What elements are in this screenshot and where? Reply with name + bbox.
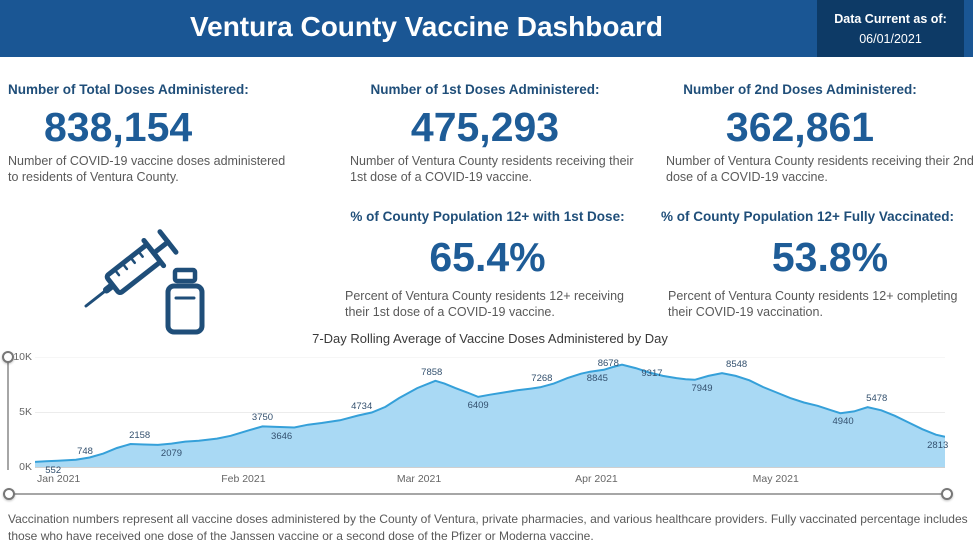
pct-first-dose-heading: % of County Population 12+ with 1st Dose… bbox=[350, 209, 625, 224]
data-current-date: 06/01/2021 bbox=[859, 31, 922, 46]
first-doses-heading: Number of 1st Doses Administered: bbox=[370, 82, 600, 97]
y-axis-tick-0k: 0K bbox=[19, 461, 32, 473]
header-bar: Ventura County Vaccine Dashboard Data Cu… bbox=[0, 0, 973, 57]
pct-first-dose-caption: Percent of Ventura County residents 12+ … bbox=[345, 289, 624, 320]
x-axis-tick-labels: Jan 2021 Feb 2021 Mar 2021 Apr 2021 May 2021 bbox=[35, 473, 945, 487]
total-doses-value: 838,154 bbox=[44, 104, 193, 150]
second-doses-heading: Number of 2nd Doses Administered: bbox=[683, 82, 917, 97]
total-doses-caption: Number of COVID-19 vaccine doses adminis… bbox=[8, 154, 286, 185]
x-axis-zoom-handle-right[interactable] bbox=[941, 488, 953, 500]
chart-title: 7-Day Rolling Average of Vaccine Doses A… bbox=[312, 331, 668, 346]
page-title: Ventura County Vaccine Dashboard bbox=[189, 11, 664, 42]
x-axis-tick: Apr 2021 bbox=[575, 473, 618, 485]
x-axis-tick: Feb 2021 bbox=[221, 473, 266, 485]
pct-fully-vaccinated-value: 53.8% bbox=[771, 234, 889, 280]
y-axis-tick-5k: 5K bbox=[19, 406, 32, 418]
pct-fully-vaccinated-heading: % of County Population 12+ Fully Vaccina… bbox=[661, 209, 954, 224]
pct-fully-vaccinated-caption: Percent of Ventura County residents 12+ … bbox=[668, 289, 958, 320]
x-axis-tick: Mar 2021 bbox=[396, 473, 442, 485]
x-axis-tick: May 2021 bbox=[752, 473, 799, 485]
y-axis-zoom-handle[interactable] bbox=[2, 351, 14, 363]
doses-trend-area-chart[interactable] bbox=[35, 357, 945, 468]
syringe-vial-icon bbox=[68, 208, 228, 340]
y-axis-zoom-slider[interactable] bbox=[7, 360, 9, 470]
pct-first-dose-value: 65.4% bbox=[429, 234, 546, 280]
data-current-badge: Data Current as of: 06/01/2021 bbox=[817, 0, 964, 57]
total-doses-heading: Number of Total Doses Administered: bbox=[8, 82, 249, 97]
footer-disclaimer: Vaccination numbers represent all vaccin… bbox=[8, 512, 968, 543]
x-axis-zoom-handle-left[interactable] bbox=[3, 488, 15, 500]
first-doses-value: 475,293 bbox=[410, 104, 560, 150]
second-doses-value: 362,861 bbox=[725, 104, 875, 150]
x-axis-zoom-slider[interactable] bbox=[12, 493, 946, 495]
data-current-label: Data Current as of: bbox=[834, 11, 947, 26]
second-doses-caption: Number of Ventura County residents recei… bbox=[666, 154, 973, 185]
first-doses-caption: Number of Ventura County residents recei… bbox=[350, 154, 634, 185]
y-axis-tick-10k: 10K bbox=[13, 351, 32, 363]
x-axis-tick: Jan 2021 bbox=[37, 473, 81, 485]
